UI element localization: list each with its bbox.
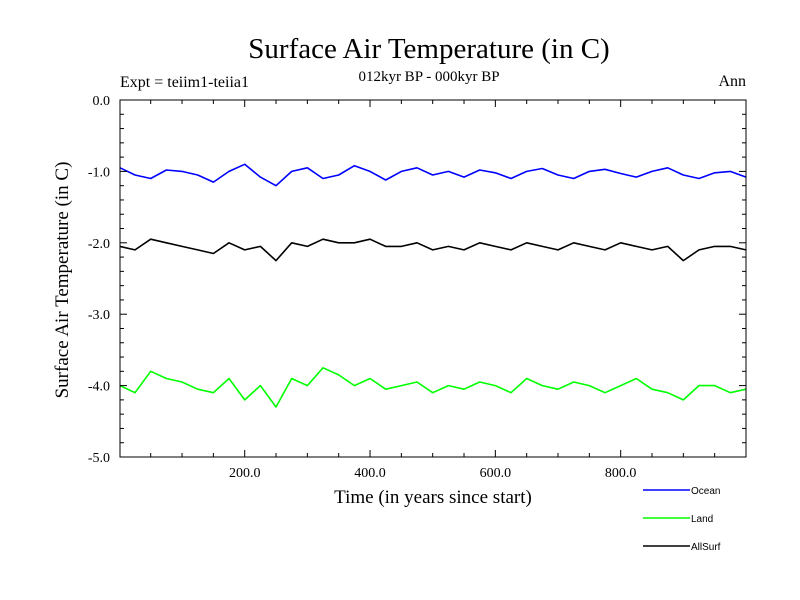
x-axis-label: Time (in years since start) xyxy=(334,487,532,508)
chart-title: Surface Air Temperature (in C) xyxy=(248,33,609,65)
series-line-ocean xyxy=(120,163,746,187)
legend-label-ocean: Ocean xyxy=(691,486,720,497)
series-line-land xyxy=(120,366,746,408)
y-tick-label: -3.0 xyxy=(88,308,110,323)
x-tick-label: 200.0 xyxy=(229,466,261,481)
experiment-label: Expt = teiim1-teiia1 xyxy=(120,74,249,91)
legend-label-land: Land xyxy=(691,514,713,525)
axis-layer: 200.0 400.0 600.0 800.0 0.0 -1.0 -2.0 -3.0 -4.0 -… xyxy=(88,94,747,481)
legend: Ocean Land AllSurf xyxy=(643,486,721,553)
y-tick-label: -4.0 xyxy=(88,380,110,395)
y-tick-label: -5.0 xyxy=(88,451,110,466)
season-label: Ann xyxy=(718,73,746,90)
y-tick-label: 0.0 xyxy=(93,94,111,109)
legend-label-allsurf: AllSurf xyxy=(691,542,721,553)
y-axis-label: Surface Air Temperature (in C) xyxy=(52,162,73,399)
x-tick-label: 800.0 xyxy=(605,466,637,481)
y-tick-label: -2.0 xyxy=(88,237,110,252)
x-tick-label: 600.0 xyxy=(480,466,512,481)
series-layer xyxy=(120,163,746,408)
chart-subtitle: 012kyr BP - 000kyr BP xyxy=(358,69,499,85)
x-tick-label: 400.0 xyxy=(354,466,386,481)
y-tick-label: -1.0 xyxy=(88,165,110,180)
series-line-allsurf xyxy=(120,238,746,262)
